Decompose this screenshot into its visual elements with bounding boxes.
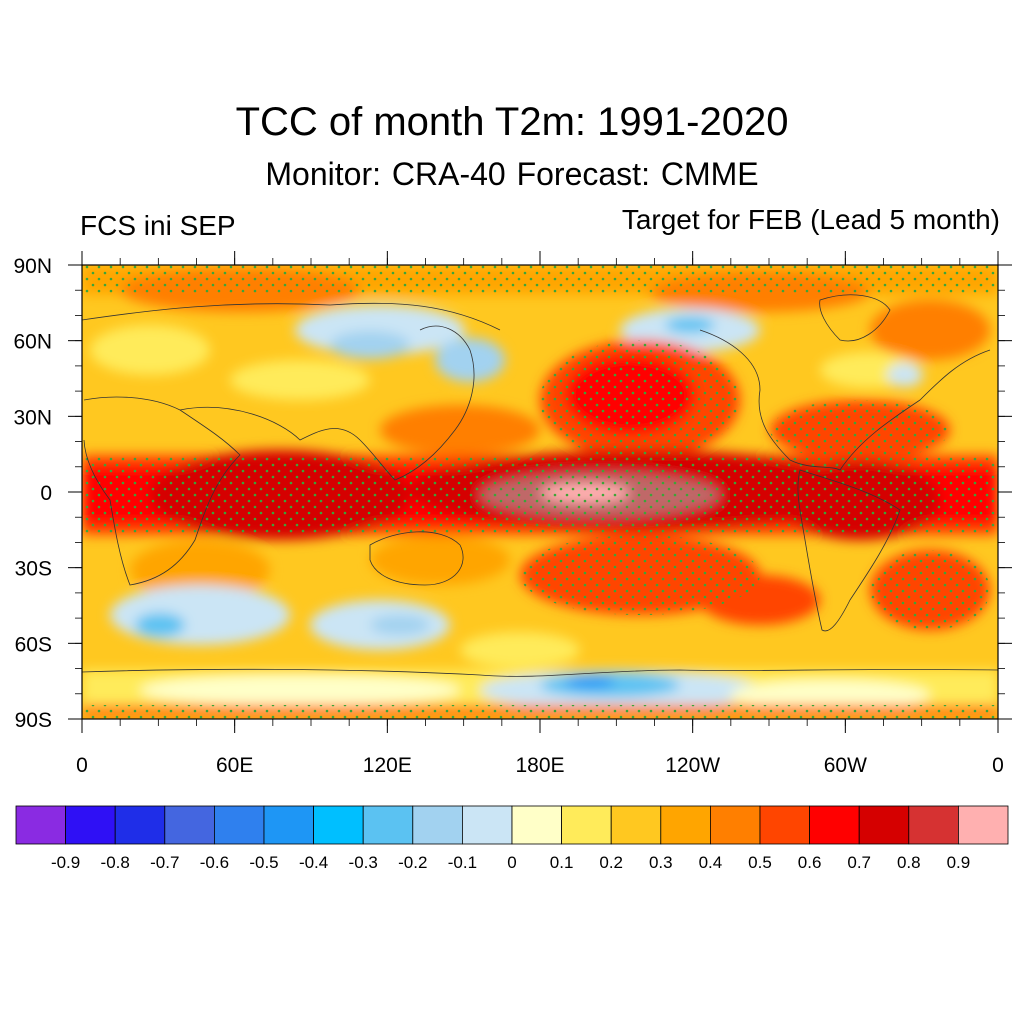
colorbar-swatch xyxy=(710,805,761,845)
latitude-label: 30S xyxy=(15,558,52,581)
colorbar-label: -0.7 xyxy=(150,853,179,872)
colorbar-swatch xyxy=(759,805,810,845)
colorbar-swatch xyxy=(362,805,414,845)
latitude-label: 90S xyxy=(15,709,52,732)
colorbar-swatch xyxy=(313,805,364,845)
map-subtitle: Monitor: CRA-40 Forecast: CMME xyxy=(265,156,759,192)
colorbar-label: -0.2 xyxy=(398,853,427,872)
colorbar-swatch xyxy=(809,805,860,845)
latitude-label: 90N xyxy=(13,255,52,278)
colorbar-label: 0.2 xyxy=(599,853,623,872)
longitude-label: 60W xyxy=(824,754,867,777)
colorbar-label: 0.9 xyxy=(947,853,971,872)
colorbar-swatch xyxy=(15,805,66,845)
map-field xyxy=(82,265,998,719)
colorbar-swatch xyxy=(65,805,116,845)
longitude-label: 60E xyxy=(216,754,253,777)
longitude-label: 0 xyxy=(76,754,88,777)
colorbar-swatch xyxy=(908,805,959,845)
longitude-label: 120W xyxy=(665,754,720,777)
colorbar xyxy=(15,805,1009,845)
colorbar-label: 0.3 xyxy=(649,853,673,872)
colorbar-labels: -0.9 -0.8 -0.7 -0.6 -0.5 -0.4 -0.3 -0.2 -0.1 0 0.1… xyxy=(51,853,970,872)
colorbar-label: 0.4 xyxy=(699,853,723,872)
coastlines xyxy=(82,294,998,677)
latitude-label: 60N xyxy=(13,331,52,354)
colorbar-label: -0.1 xyxy=(448,853,477,872)
colorbar-swatch xyxy=(958,805,1009,845)
colorbar-swatch xyxy=(412,805,463,845)
colorbar-label: -0.6 xyxy=(200,853,229,872)
colorbar-label: 0.5 xyxy=(748,853,772,872)
initialization-label: FCS ini SEP xyxy=(80,210,236,241)
longitude-label: 0 xyxy=(992,754,1004,777)
latitude-labels: 90N 60N 30N 0 30S 60S 90S xyxy=(13,255,52,732)
target-label: Target for FEB (Lead 5 month) xyxy=(621,204,1000,235)
colorbar-label: 0.6 xyxy=(798,853,822,872)
colorbar-label: -0.3 xyxy=(349,853,378,872)
longitude-labels: 0 60E 120E 180E 120W 60W 0 xyxy=(76,754,1004,777)
colorbar-swatch xyxy=(263,805,314,845)
colorbar-label: 0 xyxy=(507,853,516,872)
colorbar-label: 0.8 xyxy=(897,853,921,872)
colorbar-swatch xyxy=(164,805,215,845)
colorbar-swatch xyxy=(461,805,513,845)
longitude-label: 120E xyxy=(363,754,412,777)
latitude-label: 0 xyxy=(40,482,52,505)
axis-ticks xyxy=(68,251,1012,733)
colorbar-label: -0.5 xyxy=(249,853,278,872)
latitude-label: 60S xyxy=(15,633,52,656)
latitude-label: 30N xyxy=(13,406,52,429)
colorbar-swatch xyxy=(213,805,265,845)
colorbar-swatch xyxy=(858,805,910,845)
colorbar-swatch xyxy=(114,805,166,845)
map-title: TCC of month T2m: 1991-2020 xyxy=(235,100,789,144)
colorbar-swatch xyxy=(561,805,612,845)
colorbar-label: 0.1 xyxy=(550,853,574,872)
colorbar-label: -0.9 xyxy=(51,853,80,872)
colorbar-label: 0.7 xyxy=(847,853,871,872)
colorbar-label: -0.8 xyxy=(101,853,130,872)
longitude-label: 180E xyxy=(515,754,564,777)
colorbar-swatch xyxy=(511,805,562,845)
colorbar-swatch xyxy=(610,805,662,845)
colorbar-label: -0.4 xyxy=(299,853,328,872)
colorbar-swatch xyxy=(660,805,711,845)
